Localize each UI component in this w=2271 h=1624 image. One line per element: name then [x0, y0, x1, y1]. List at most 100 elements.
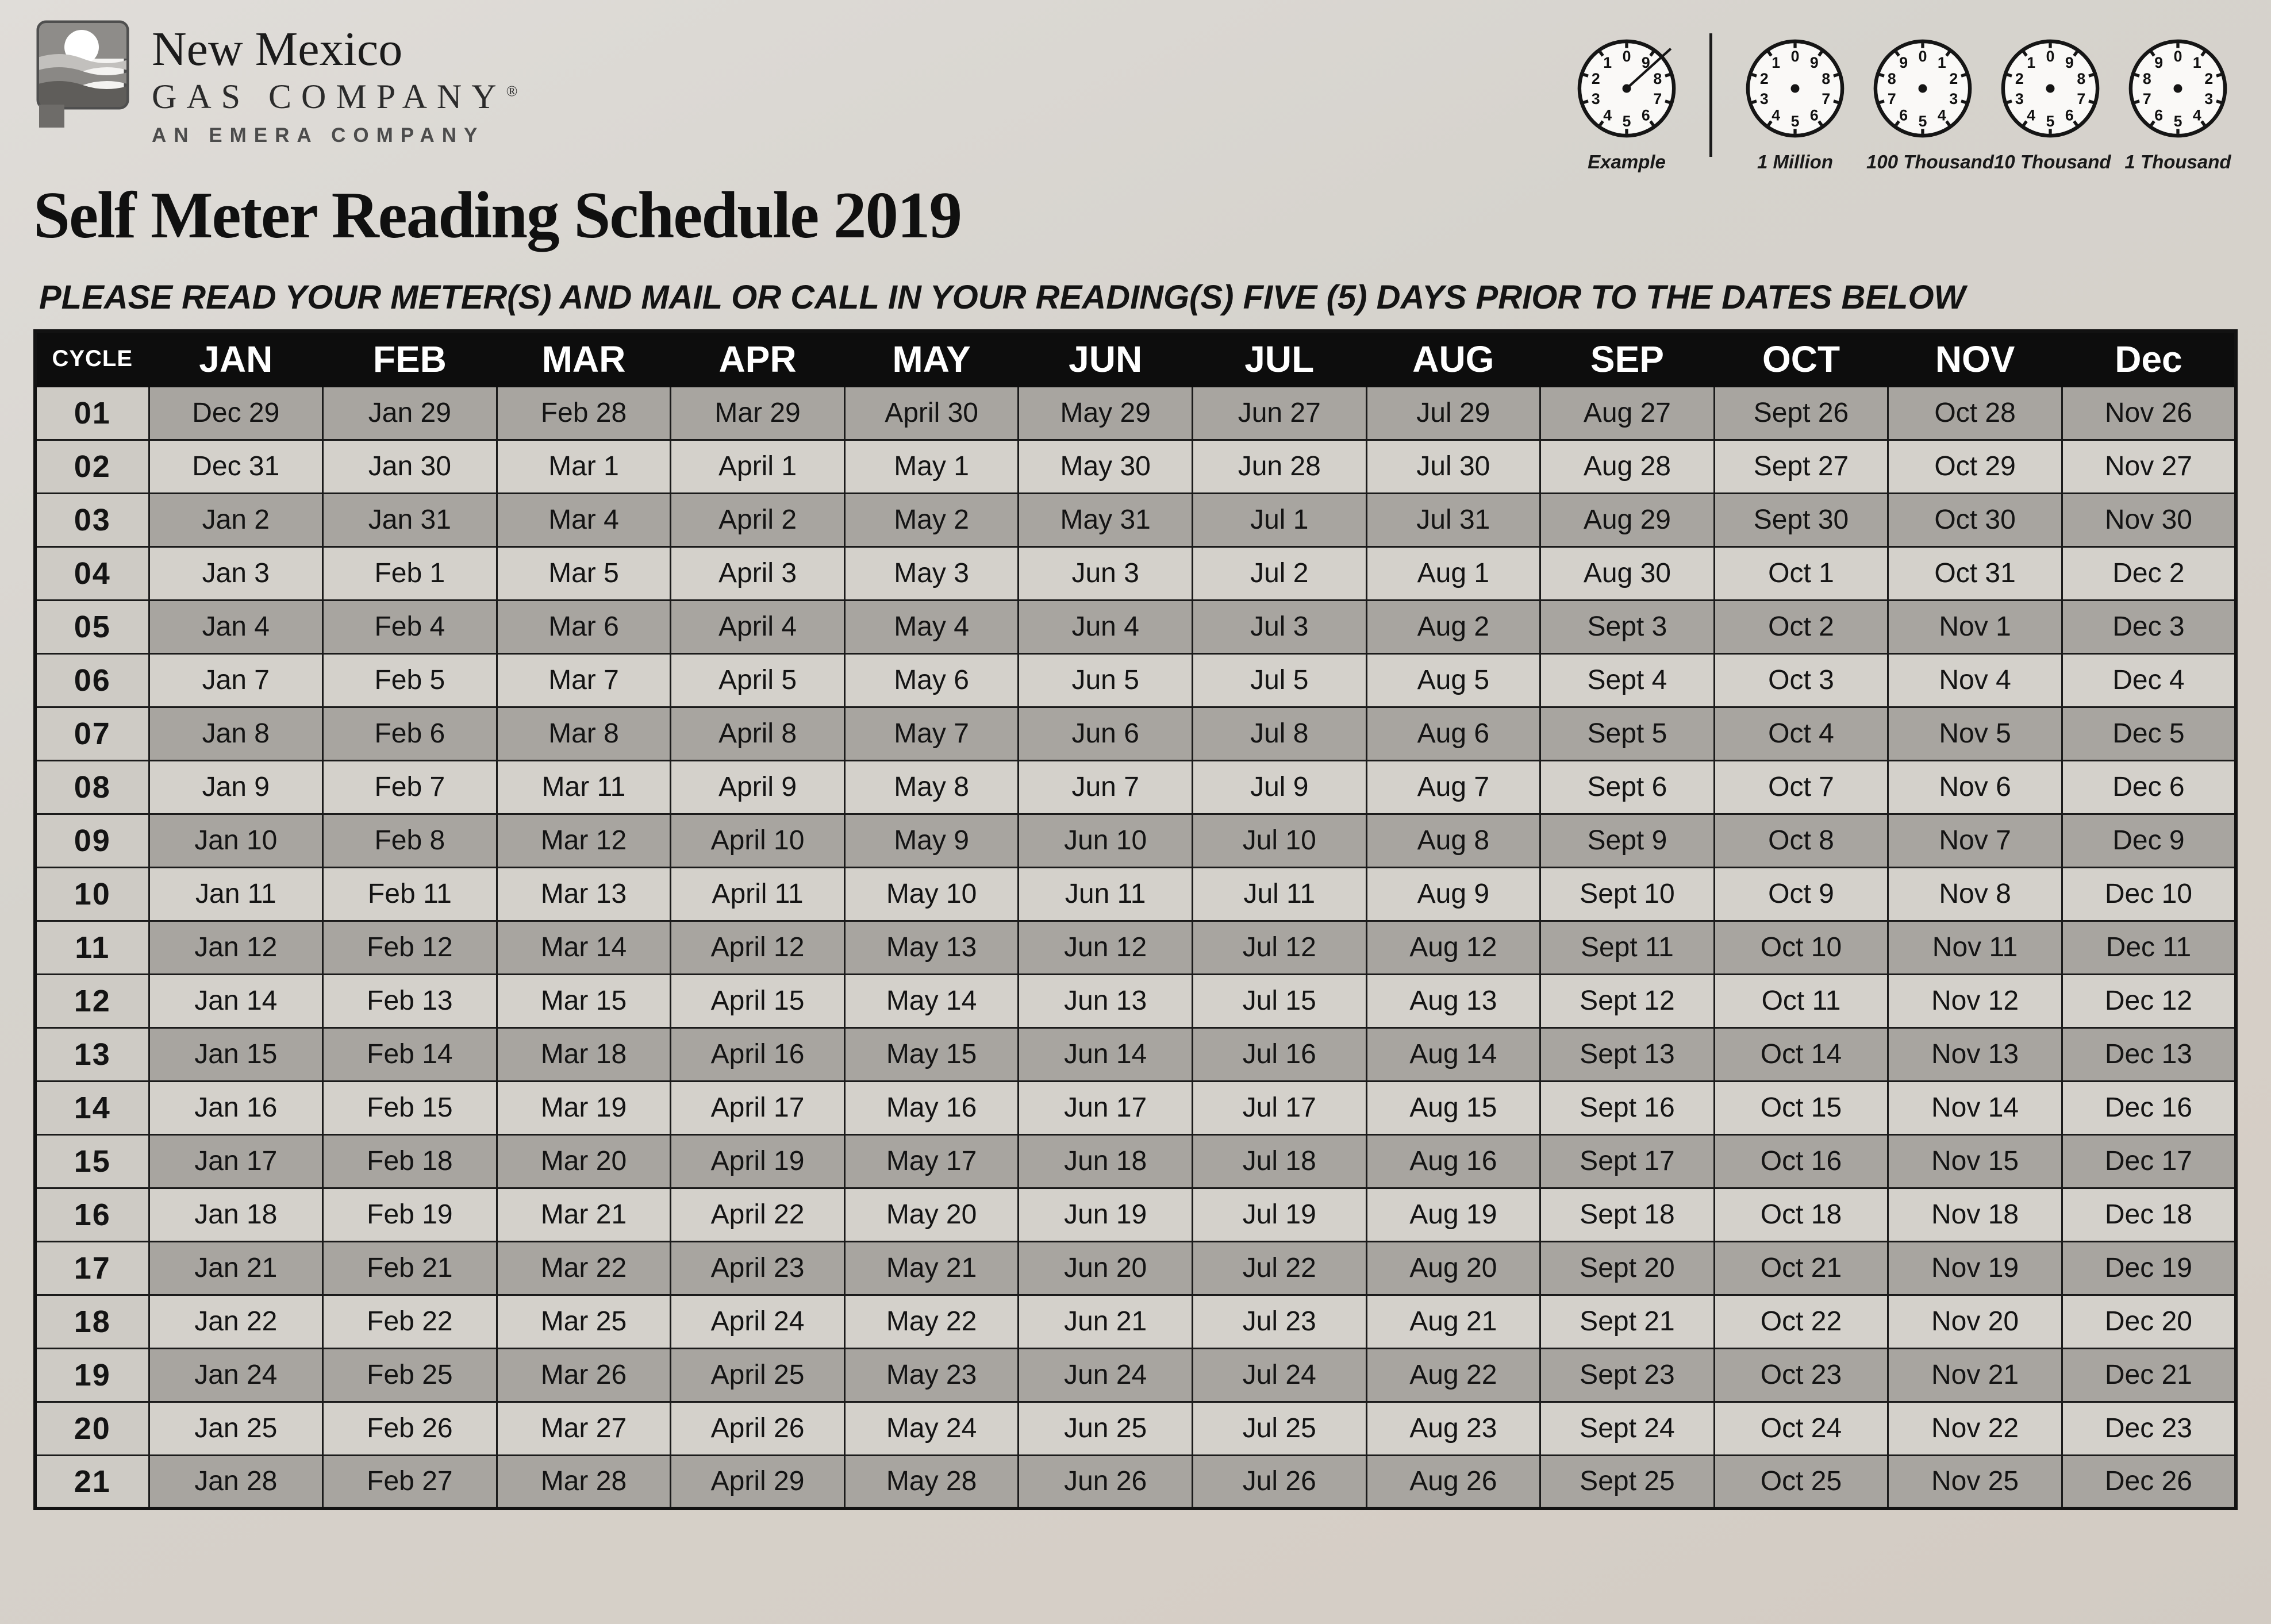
date-cell: Jun 28	[1191, 438, 1367, 494]
table-row: 12 Jan 14 Feb 13 Mar 15 April 15 May 14 Jun 13…	[34, 973, 2237, 1029]
date-cell: Jun 3	[1017, 545, 1193, 601]
company-name: New Mexico GAS COMPANY® AN EMERA COMPANY	[152, 17, 517, 146]
svg-text:4: 4	[1938, 106, 1946, 124]
date-cell: Nov 22	[1887, 1400, 2063, 1456]
date-cell: Aug 14	[1365, 1026, 1542, 1082]
date-cell: Feb 15	[322, 1080, 498, 1136]
date-cell: Mar 22	[495, 1240, 672, 1296]
date-cell: May 29	[1017, 385, 1193, 441]
date-cell: May 3	[843, 545, 1020, 601]
date-cell: Jul 9	[1191, 759, 1367, 815]
date-cell: Jul 16	[1191, 1026, 1367, 1082]
table-row: 03 Jan 2 Jan 31 Mar 4 April 2 May 2 May 31 Jul …	[34, 492, 2237, 548]
cycle-cell: 06	[34, 652, 150, 708]
cycle-cell: 12	[34, 973, 150, 1029]
date-cell: Aug 15	[1365, 1080, 1542, 1136]
date-cell: Oct 25	[1713, 1454, 1889, 1510]
date-cell: April 5	[670, 652, 846, 708]
meter-dial-100-thousand: 0 1 2 3 4 5 6 7 8 9 100 Thousand	[1866, 33, 1994, 173]
svg-text:8: 8	[2077, 70, 2085, 87]
date-cell: Jun 7	[1017, 759, 1193, 815]
date-cell: April 2	[670, 492, 846, 548]
dial-label: 10 Thousand	[1994, 151, 2111, 172]
date-cell: Feb 18	[322, 1133, 498, 1189]
month-header-oct: OCT	[1713, 330, 1889, 387]
date-cell: Oct 16	[1713, 1133, 1889, 1189]
svg-text:2: 2	[1592, 70, 1600, 87]
svg-text:6: 6	[1899, 106, 1908, 124]
date-cell: Aug 27	[1539, 385, 1715, 441]
date-cell: April 30	[843, 385, 1020, 441]
date-cell: Mar 13	[495, 866, 672, 922]
date-cell: Jul 18	[1191, 1133, 1367, 1189]
date-cell: April 26	[670, 1400, 846, 1456]
month-header-jun: JUN	[1017, 330, 1193, 387]
date-cell: Dec 4	[2061, 652, 2237, 708]
date-cell: Nov 5	[1887, 706, 2063, 761]
date-cell: Jun 13	[1017, 973, 1193, 1029]
cycle-cell: 17	[34, 1240, 150, 1296]
date-cell: Jun 25	[1017, 1400, 1193, 1456]
date-cell: Oct 1	[1713, 545, 1889, 601]
date-cell: May 30	[1017, 438, 1193, 494]
svg-text:8: 8	[2143, 70, 2151, 87]
month-header-aug: AUG	[1365, 330, 1541, 387]
date-cell: Oct 24	[1713, 1400, 1889, 1456]
date-cell: Oct 29	[1887, 438, 2063, 494]
svg-text:2: 2	[2204, 70, 2213, 87]
svg-text:2: 2	[1949, 70, 1958, 87]
date-cell: Mar 15	[495, 973, 672, 1029]
gas-company-logo-icon	[36, 20, 129, 128]
svg-text:7: 7	[1822, 90, 1830, 107]
date-cell: Nov 4	[1887, 652, 2063, 708]
cycle-header: CYCLE	[34, 330, 149, 387]
date-cell: Mar 19	[495, 1080, 672, 1136]
date-cell: Sept 4	[1539, 652, 1715, 708]
cycle-cell: 18	[34, 1294, 150, 1349]
date-cell: Jan 14	[148, 973, 324, 1029]
date-cell: April 23	[670, 1240, 846, 1296]
cycle-cell: 07	[34, 706, 150, 761]
date-cell: Jul 15	[1191, 973, 1367, 1029]
date-cell: May 14	[843, 973, 1020, 1029]
date-cell: May 9	[843, 813, 1020, 868]
date-cell: Aug 7	[1365, 759, 1542, 815]
date-cell: Mar 7	[495, 652, 672, 708]
date-cell: Jan 9	[148, 759, 324, 815]
date-cell: Dec 16	[2061, 1080, 2237, 1136]
date-cell: May 28	[843, 1454, 1020, 1510]
date-cell: Nov 7	[1887, 813, 2063, 868]
date-cell: Aug 12	[1365, 919, 1542, 975]
svg-text:6: 6	[1642, 106, 1650, 124]
table-row: 10 Jan 11 Feb 11 Mar 13 April 11 May 10 Jun 11…	[34, 866, 2237, 922]
month-header-nov: NOV	[1887, 330, 2063, 387]
meter-dials: 0 1 2 3 4 5 6 7 8 9 Example 0 1 2 3 4 5 6 7 8 9 1 Million 0 1 2 3…	[1570, 33, 2238, 173]
date-cell: Jan 28	[148, 1454, 324, 1510]
date-cell: Oct 15	[1713, 1080, 1889, 1136]
svg-text:2: 2	[2015, 70, 2024, 87]
table-row: 09 Jan 10 Feb 8 Mar 12 April 10 May 9 Jun 10 Ju…	[34, 813, 2237, 868]
meter-dial-example: 0 1 2 3 4 5 6 7 8 9 Example	[1570, 33, 1683, 173]
date-cell: Aug 23	[1365, 1400, 1542, 1456]
date-cell: Nov 20	[1887, 1294, 2063, 1349]
date-cell: Nov 11	[1887, 919, 2063, 975]
date-cell: Jun 12	[1017, 919, 1193, 975]
date-cell: Aug 5	[1365, 652, 1542, 708]
date-cell: Jul 11	[1191, 866, 1367, 922]
cycle-cell: 03	[34, 492, 150, 548]
meter-dial-10-thousand: 0 1 2 3 4 5 6 7 8 9 10 Thousand	[1994, 33, 2111, 173]
svg-text:0: 0	[2046, 48, 2055, 65]
date-cell: Nov 25	[1887, 1454, 2063, 1510]
brand-block: New Mexico GAS COMPANY® AN EMERA COMPANY…	[33, 17, 962, 248]
date-cell: Dec 26	[2061, 1454, 2237, 1510]
date-cell: Dec 10	[2061, 866, 2237, 922]
date-cell: April 1	[670, 438, 846, 494]
date-cell: Jun 19	[1017, 1187, 1193, 1242]
date-cell: Feb 22	[322, 1294, 498, 1349]
date-cell: April 17	[670, 1080, 846, 1136]
date-cell: May 16	[843, 1080, 1020, 1136]
table-row: 17 Jan 21 Feb 21 Mar 22 April 23 May 21 Jun 20…	[34, 1240, 2237, 1296]
date-cell: May 24	[843, 1400, 1020, 1456]
cycle-cell: 10	[34, 866, 150, 922]
